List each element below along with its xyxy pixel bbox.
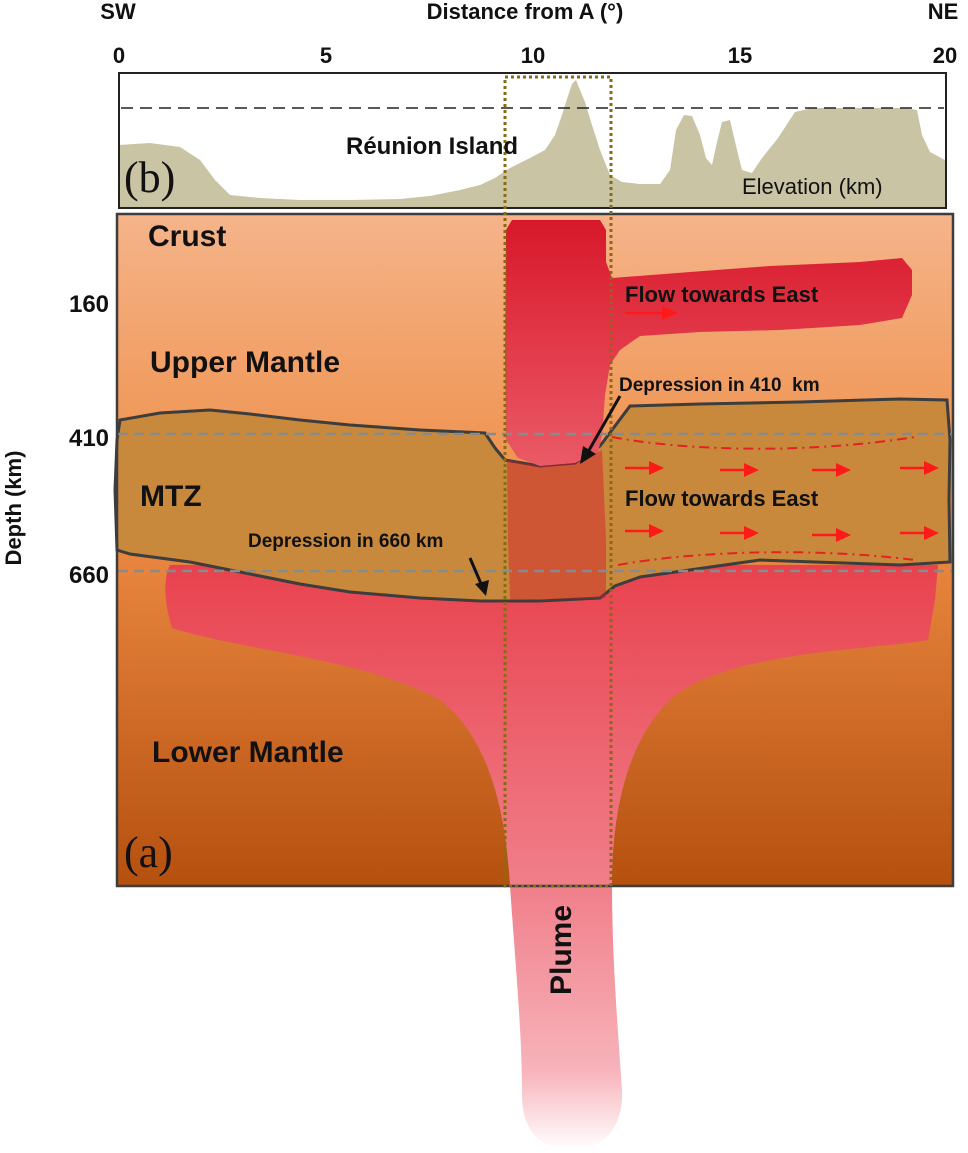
profile-tick-5: 5 <box>320 43 332 68</box>
flow-arrow-mtz-1 <box>625 461 664 475</box>
profile-tick-15: 15 <box>728 43 752 68</box>
profile-panel: Distance from A (°) SW NE 0 5 10 15 20 <box>100 0 959 209</box>
flow-arrow-mtz-6 <box>720 526 759 540</box>
cross-section-panel: Crust Upper Mantle MTZ Lower Mantle Flow… <box>113 75 955 1150</box>
profile-axis-title: Distance from A (°) <box>427 0 624 24</box>
panel-letter-b: (b) <box>124 153 175 202</box>
flow-arrow-mtz-2 <box>720 463 759 477</box>
elevation-label: Elevation (km) <box>742 174 883 199</box>
flow-mtz-label: Flow towards East <box>625 486 819 511</box>
upper-mantle-label: Upper Mantle <box>150 346 340 379</box>
profile-tick-10: 10 <box>521 43 545 68</box>
mtz-flow-boundary-top <box>611 436 916 450</box>
sw-direction-label: SW <box>100 0 136 24</box>
profile-tick-20: 20 <box>933 43 957 68</box>
plume-column-outline <box>503 75 613 888</box>
flow-upper-label: Flow towards East <box>625 282 819 307</box>
depression-410-label: Depression in 410 km <box>619 375 820 396</box>
flow-arrow-upper <box>625 306 678 320</box>
ne-direction-label: NE <box>928 0 959 24</box>
profile-tick-0: 0 <box>113 43 125 68</box>
crust-label: Crust <box>148 220 226 253</box>
depth-tick-410: 410 <box>69 425 109 452</box>
depth-tick-660: 660 <box>69 562 109 589</box>
flow-arrows <box>625 306 939 542</box>
lower-plume-fan <box>165 565 939 886</box>
profile-frame <box>118 72 947 209</box>
flow-arrow-mtz-7 <box>812 528 851 542</box>
plume-label: Plume <box>545 905 578 995</box>
plume-stem <box>505 220 912 466</box>
depth-axis-title: Depth (km) <box>1 451 26 566</box>
panel-letter-a: (a) <box>124 828 173 877</box>
depression-660-label: Depression in 660 km <box>248 531 443 552</box>
flow-arrow-mtz-4 <box>900 461 939 475</box>
flow-arrow-mtz-5 <box>625 524 664 538</box>
reunion-island-label: Réunion Island <box>346 133 518 160</box>
elevation-terrain <box>119 80 946 207</box>
mtz-label: MTZ <box>140 480 202 513</box>
flow-arrow-mtz-8 <box>900 526 939 540</box>
callout-arrow-410 <box>580 395 622 464</box>
plume-conduit-mtz <box>507 450 606 600</box>
plume-tail <box>510 886 623 1150</box>
mtz-layer <box>113 397 952 603</box>
depth-axis: Depth (km) 160 410 660 <box>1 291 109 589</box>
callout-arrow-660 <box>468 557 489 596</box>
flow-arrow-mtz-3 <box>812 463 851 477</box>
depth-tick-160: 160 <box>69 291 109 318</box>
lower-mantle-label: Lower Mantle <box>152 736 344 769</box>
